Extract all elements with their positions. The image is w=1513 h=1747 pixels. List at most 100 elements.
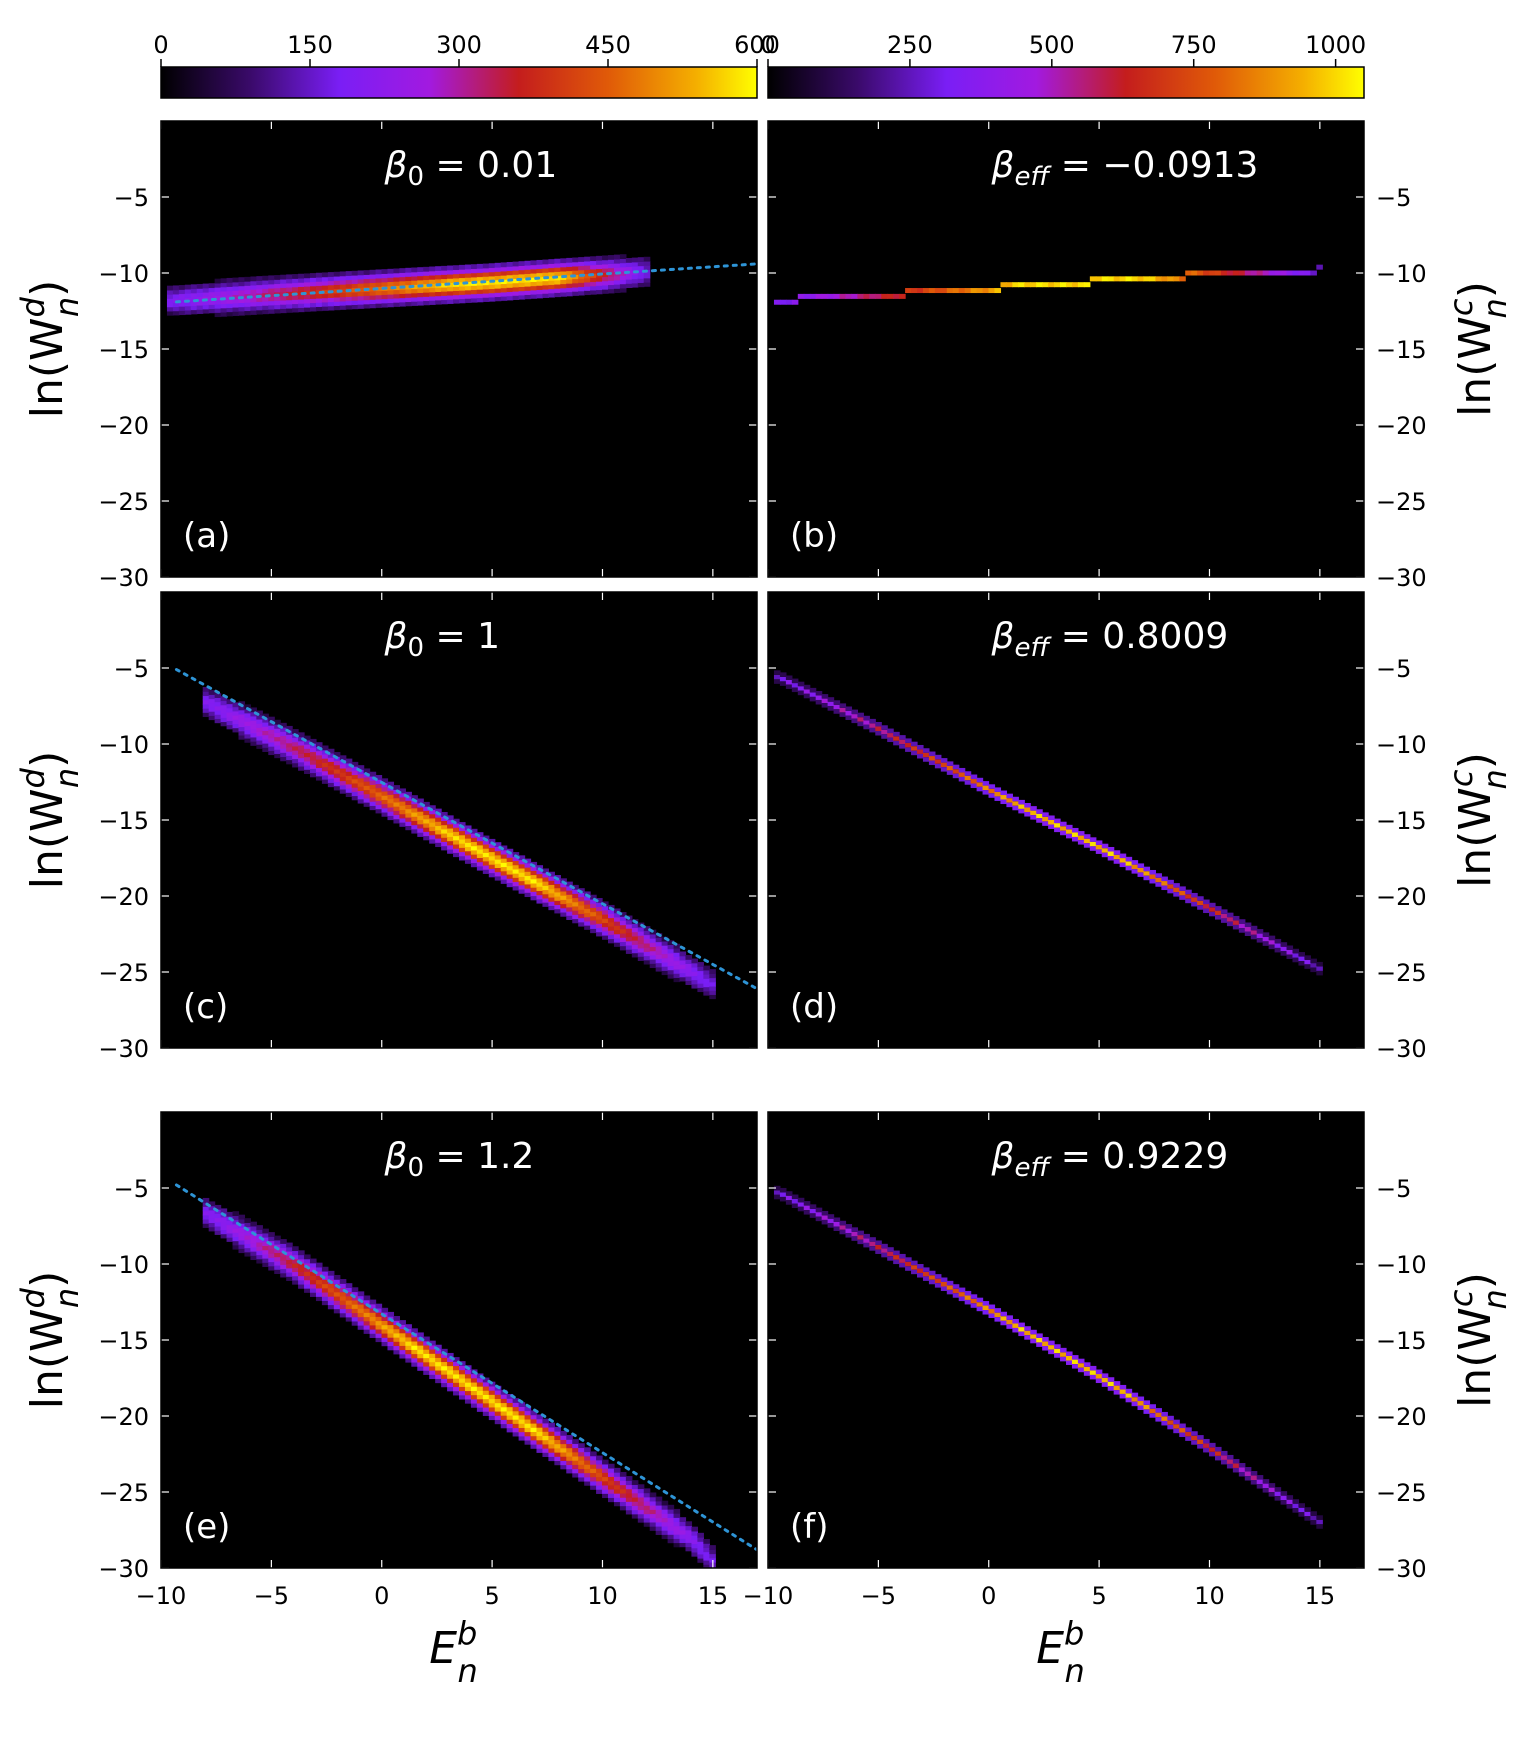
heatmap-cell bbox=[327, 782, 335, 788]
heatmap-cell bbox=[256, 718, 263, 724]
heatmap-cell bbox=[709, 969, 716, 974]
heatmap-cell bbox=[524, 883, 532, 889]
heatmap-cell bbox=[1215, 906, 1222, 911]
heatmap-cell bbox=[578, 900, 585, 906]
heatmap-cell bbox=[518, 1410, 526, 1416]
heatmap-cell bbox=[518, 863, 526, 869]
heatmap-cell bbox=[572, 257, 579, 263]
heatmap-cell bbox=[256, 727, 263, 733]
heatmap-cell bbox=[584, 925, 591, 930]
heatmap-cell bbox=[429, 1370, 436, 1375]
heatmap-cell bbox=[417, 798, 424, 804]
heatmap-cell bbox=[530, 878, 538, 884]
heatmap-cell bbox=[637, 1505, 645, 1511]
heatmap-cell bbox=[536, 869, 544, 875]
heatmap-cell bbox=[1018, 804, 1025, 809]
heatmap-cell bbox=[554, 262, 561, 268]
panel-frame bbox=[160, 120, 758, 578]
heatmap-cell bbox=[250, 1238, 257, 1244]
heatmap-cell bbox=[1238, 1462, 1246, 1468]
heatmap-cell bbox=[518, 265, 526, 271]
heatmap-cell bbox=[256, 276, 263, 281]
heatmap-cell bbox=[214, 705, 222, 711]
heatmap-cell bbox=[602, 909, 609, 915]
heatmap-cell bbox=[274, 283, 281, 289]
heatmap-cell bbox=[190, 292, 198, 298]
heatmap-cell bbox=[488, 263, 496, 269]
heatmap-cell bbox=[166, 294, 174, 299]
heatmap-cell bbox=[922, 1276, 930, 1281]
heatmap-cell bbox=[1036, 813, 1043, 819]
heatmap-cell bbox=[339, 271, 347, 277]
heatmap-cell bbox=[613, 258, 621, 264]
heatmap-cell bbox=[256, 309, 263, 315]
heatmap-cell bbox=[542, 893, 549, 899]
heatmap-cell bbox=[244, 737, 251, 743]
heatmap-cell bbox=[423, 292, 430, 297]
heatmap-cell bbox=[608, 1497, 615, 1503]
heatmap-cell bbox=[881, 725, 888, 730]
heatmap-cell bbox=[566, 1443, 573, 1449]
heatmap-cell bbox=[214, 291, 222, 297]
heatmap-cell bbox=[375, 277, 383, 283]
heatmap-cell bbox=[244, 1222, 251, 1228]
heatmap-cell bbox=[220, 721, 228, 727]
heatmap-cell bbox=[387, 811, 395, 816]
heatmap-cell bbox=[833, 1226, 841, 1231]
heatmap-cell bbox=[685, 955, 693, 960]
heatmap-cell bbox=[441, 841, 448, 847]
heatmap-cell bbox=[268, 275, 275, 281]
heatmap-cell bbox=[411, 301, 418, 306]
heatmap-cell bbox=[661, 966, 669, 971]
heatmap-cell bbox=[351, 1316, 359, 1322]
heatmap-cell bbox=[1113, 1390, 1121, 1395]
heatmap-cell bbox=[363, 797, 371, 803]
heatmap-cell bbox=[274, 749, 281, 754]
heatmap-cell bbox=[703, 1559, 710, 1565]
heatmap-cell bbox=[470, 1394, 478, 1400]
heatmap-cell bbox=[315, 742, 323, 747]
heatmap-cell bbox=[619, 932, 627, 938]
heatmap-cell bbox=[453, 1361, 460, 1367]
heatmap-cell bbox=[423, 300, 430, 306]
heatmap-cell bbox=[250, 305, 257, 311]
heatmap-cell bbox=[238, 1239, 246, 1245]
heatmap-cell bbox=[411, 828, 418, 834]
heatmap-cell bbox=[429, 274, 436, 280]
heatmap-cell bbox=[827, 1214, 835, 1219]
heatmap-cell bbox=[661, 1525, 669, 1531]
heatmap-cell bbox=[351, 774, 359, 780]
heatmap-cell bbox=[1286, 949, 1294, 955]
heatmap-cell bbox=[1203, 899, 1210, 905]
heatmap-cell bbox=[232, 702, 240, 708]
heatmap-cell bbox=[697, 1532, 704, 1538]
heatmap-cell bbox=[453, 298, 460, 304]
heatmap-cell bbox=[441, 1353, 448, 1358]
heatmap-cell bbox=[345, 779, 353, 785]
heatmap-cell bbox=[917, 288, 924, 294]
heatmap-cell bbox=[435, 270, 442, 276]
heatmap-cell bbox=[441, 1361, 448, 1367]
heatmap-cell bbox=[1185, 1427, 1192, 1432]
heatmap-cell bbox=[238, 713, 246, 719]
heatmap-cell bbox=[321, 1283, 329, 1289]
heatmap-cell bbox=[423, 1353, 430, 1359]
heatmap-cell bbox=[506, 848, 514, 854]
heatmap-cell bbox=[673, 1538, 681, 1544]
heatmap-cell bbox=[548, 896, 555, 902]
heatmap-cell bbox=[542, 897, 549, 903]
heatmap-cell bbox=[625, 266, 633, 272]
heatmap-cell bbox=[286, 1242, 293, 1248]
heatmap-cell bbox=[536, 873, 544, 879]
heatmap-cell bbox=[292, 1263, 299, 1268]
heatmap-cell bbox=[280, 756, 287, 762]
heatmap-cell bbox=[946, 1285, 954, 1290]
heatmap-cell bbox=[709, 977, 716, 983]
heatmap-cell bbox=[1143, 1400, 1151, 1405]
heatmap-cell bbox=[524, 281, 532, 287]
heatmap-cell bbox=[310, 298, 317, 304]
heatmap-cell bbox=[232, 281, 240, 287]
heatmap-cell bbox=[202, 1206, 210, 1212]
heatmap-cell bbox=[429, 817, 436, 823]
